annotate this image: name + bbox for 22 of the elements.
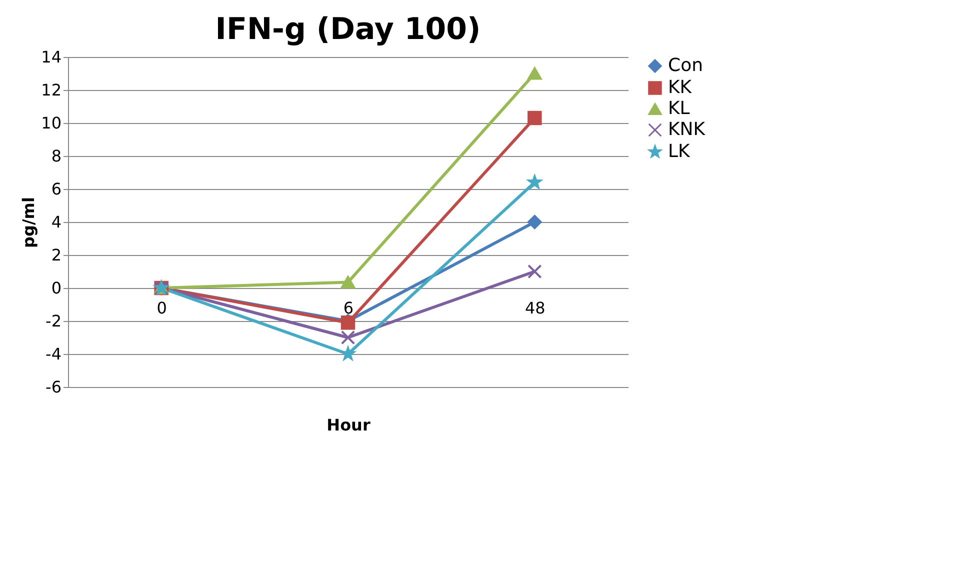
x-tick-label: 6 — [343, 298, 354, 318]
x-axis-title: Hour — [326, 416, 370, 434]
y-tick-label: 2 — [51, 246, 62, 264]
y-axis-title: pg/ml — [19, 197, 38, 248]
y-tick-label: 10 — [41, 114, 62, 132]
y-tick-label: 4 — [51, 212, 62, 232]
chart-title: IFN-g (Day 100) — [215, 12, 481, 47]
y-tick-label: -2 — [46, 312, 62, 330]
y-tick-label: 6 — [51, 180, 62, 198]
legend-label: Con — [668, 55, 703, 76]
legend-label: LK — [668, 141, 692, 162]
y-tick-label: 12 — [41, 80, 62, 100]
legend-label: KNK — [668, 119, 706, 140]
y-tick-label: -4 — [46, 344, 62, 364]
legend-label: KK — [668, 77, 693, 98]
x-tick-label: 0 — [156, 298, 167, 318]
y-tick-label: -6 — [46, 378, 62, 396]
legend-label: KL — [668, 98, 690, 119]
y-tick-label: 8 — [51, 146, 62, 166]
y-tick-label: 14 — [41, 48, 62, 66]
y-tick-label: 0 — [51, 278, 62, 298]
x-tick-label: 48 — [524, 298, 546, 318]
